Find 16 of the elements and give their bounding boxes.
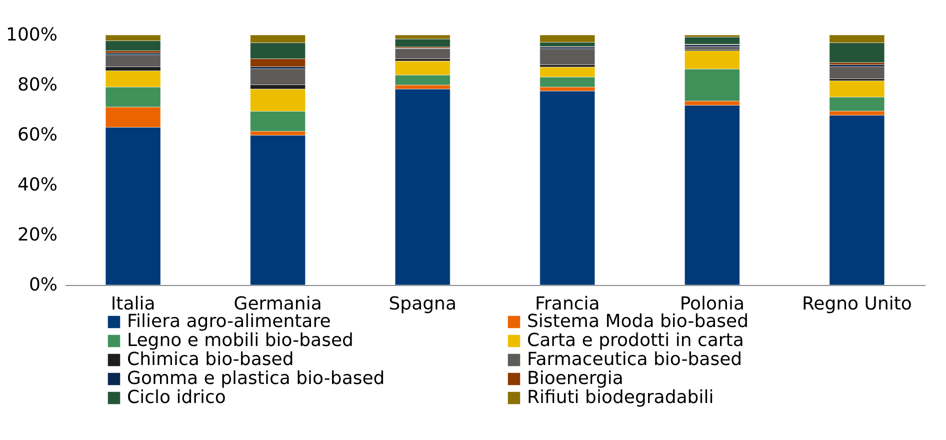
- y-tick-label: 60%: [17, 124, 58, 146]
- x-tick-label: Regno Unito: [802, 294, 912, 314]
- x-tick-label: Spagna: [388, 294, 456, 314]
- legend-label: Carta e prodotti in carta: [527, 330, 744, 351]
- legend-label: Bioenergia: [527, 368, 624, 389]
- y-tick-label: 100%: [6, 24, 58, 46]
- legend-label: Chimica bio-based: [127, 349, 294, 370]
- y-tick-label: 20%: [17, 224, 58, 246]
- legend-label: Ciclo idrico: [127, 387, 226, 408]
- legend-label: Rifiuti biodegradabili: [527, 387, 714, 408]
- legend-label: Farmaceutica bio-based: [527, 349, 742, 370]
- y-tick-label: 0%: [28, 274, 58, 296]
- legend-label: Gomma e plastica bio-based: [127, 368, 385, 389]
- y-tick-label: 40%: [17, 174, 58, 196]
- legend-label: Legno e mobili bio-based: [127, 330, 354, 351]
- y-tick-label: 80%: [17, 74, 58, 96]
